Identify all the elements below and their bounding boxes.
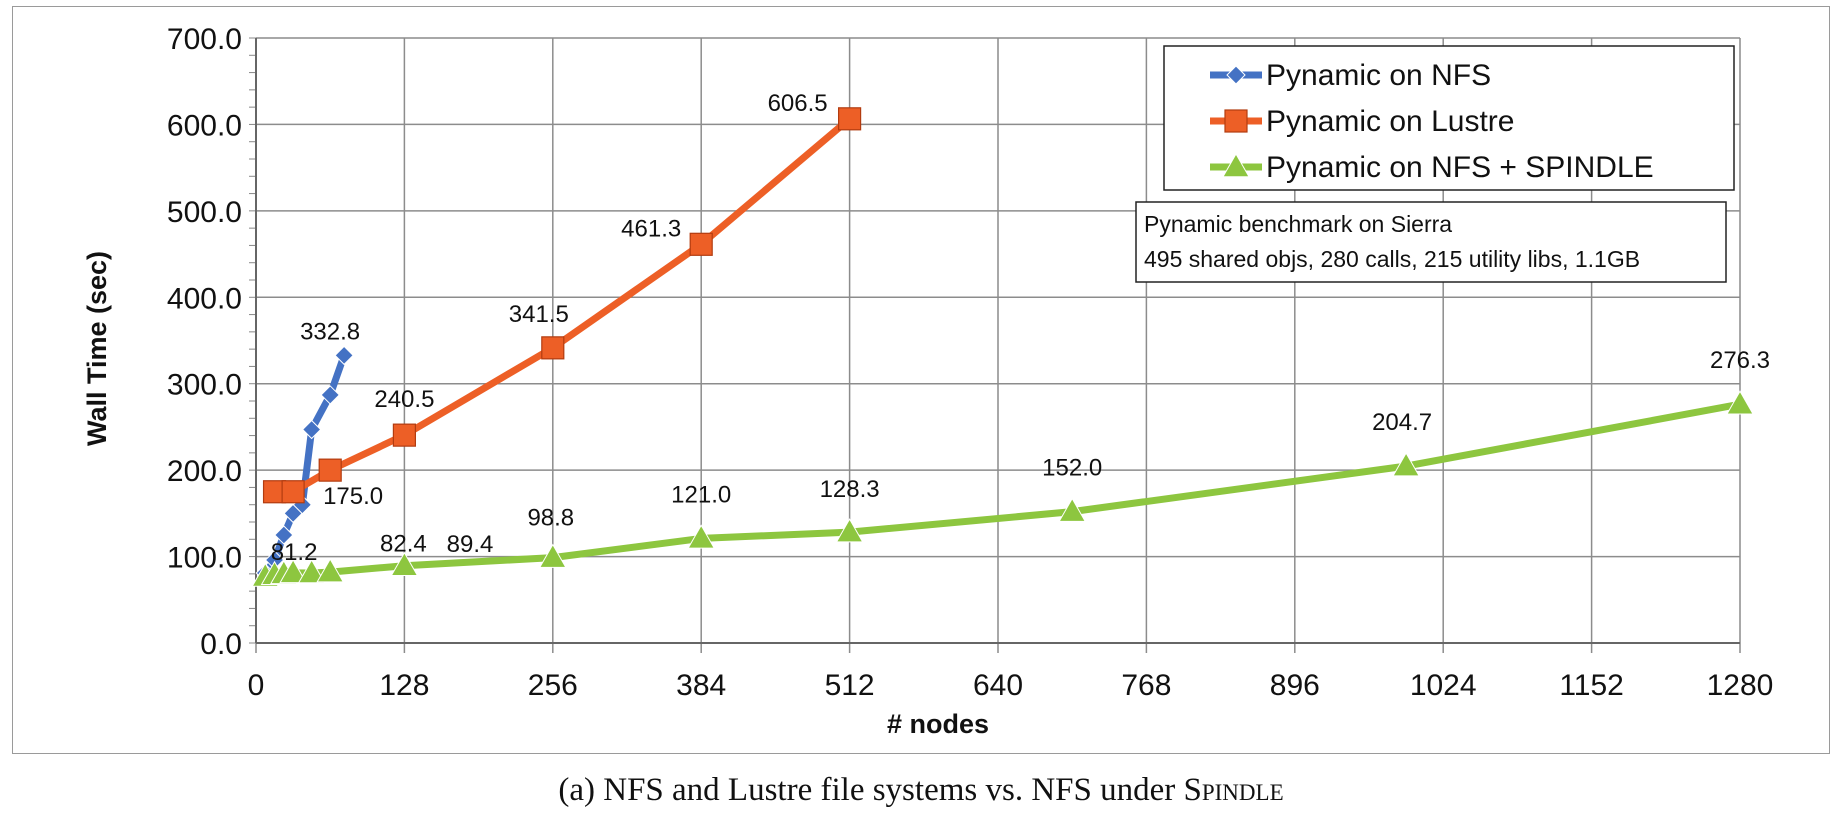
data-point-pynamic-on-nfs-spindle	[1058, 497, 1087, 522]
data-label-pynamic-on-nfs-spindle: 81.2	[271, 539, 318, 566]
y-tick-label: 0.0	[200, 628, 242, 661]
x-tick-label: 1280	[1707, 669, 1774, 702]
data-label-pynamic-on-nfs-spindle: 276.3	[1710, 347, 1770, 374]
data-label-pynamic-on-nfs-spindle: 82.4	[380, 531, 427, 558]
benchmark-note: Pynamic benchmark on Sierra 495 shared ob…	[1135, 201, 1727, 283]
x-tick-label: 0	[248, 669, 265, 702]
data-label-pynamic-on-lustre: 175.0	[323, 483, 383, 510]
data-point-pynamic-on-nfs-spindle	[687, 524, 716, 549]
y-tick-label: 400.0	[167, 282, 242, 315]
data-label-pynamic-on-nfs-spindle: 121.0	[671, 481, 731, 508]
data-label-pynamic-on-nfs: 332.8	[300, 318, 360, 345]
y-axis-title: Wall Time (sec)	[82, 251, 112, 446]
data-point-pynamic-on-nfs	[320, 385, 340, 405]
legend-swatch-marker	[1222, 152, 1250, 178]
data-label-pynamic-on-nfs-spindle: 98.8	[527, 505, 574, 532]
data-label-pynamic-on-nfs-spindle: 204.7	[1372, 409, 1432, 436]
data-point-pynamic-on-lustre	[837, 107, 862, 131]
note-line: Pynamic benchmark on Sierra	[1144, 211, 1452, 237]
data-point-pynamic-on-nfs-spindle	[297, 558, 326, 584]
data-label-pynamic-on-lustre: 606.5	[768, 90, 828, 117]
data-point-pynamic-on-nfs-spindle	[1726, 390, 1754, 415]
data-point-pynamic-on-nfs	[334, 345, 354, 366]
note-line: 495 shared objs, 280 calls, 215 utility …	[1144, 246, 1640, 272]
figure-caption: (a) NFS and Lustre file systems vs. NFS …	[0, 772, 1842, 809]
y-tick-label: 100.0	[167, 542, 242, 575]
data-point-pynamic-on-nfs-spindle	[390, 551, 419, 576]
data-label-pynamic-on-lustre: 461.3	[621, 215, 681, 242]
y-tick-label: 700.0	[167, 23, 242, 56]
x-tick-label: 256	[528, 669, 578, 702]
data-label-pynamic-on-nfs-spindle: 89.4	[447, 531, 494, 558]
x-tick-label: 384	[676, 669, 726, 702]
data-point-pynamic-on-lustre	[281, 480, 305, 504]
legend-item-pynamic-on-nfs-spindle: Pynamic on NFS + SPINDLE	[1266, 151, 1654, 184]
x-axis-title: # nodes	[887, 709, 989, 739]
legend-item-pynamic-on-nfs: Pynamic on NFS	[1266, 59, 1491, 92]
caption-text: (a) NFS and Lustre file systems vs. NFS …	[558, 772, 1184, 808]
data-point-pynamic-on-nfs-spindle	[538, 543, 567, 568]
caption-spindle: Spindle	[1183, 772, 1284, 808]
data-point-pynamic-on-nfs-spindle	[279, 558, 307, 584]
y-tick-label: 300.0	[167, 369, 242, 402]
data-point-pynamic-on-lustre	[541, 336, 565, 360]
series-pynamic-on-lustre: 175.0 240.5 341.5 461.3 606.5	[262, 90, 862, 510]
x-tick-label: 512	[825, 669, 875, 702]
legend-swatch-marker	[1226, 65, 1246, 85]
series-pynamic-on-nfs-spindle: 81.2 82.4 98.8 121.0 128.3 152.0 204.7 276.3 89.…	[251, 347, 1770, 587]
x-tick-label: 896	[1270, 669, 1320, 702]
x-tick-label: 640	[973, 669, 1023, 702]
data-label-pynamic-on-nfs-spindle: 128.3	[820, 476, 880, 503]
data-label-pynamic-on-lustre: 341.5	[509, 301, 569, 328]
legend-item-pynamic-on-lustre: Pynamic on Lustre	[1266, 105, 1514, 138]
legend: Pynamic on NFS Pynamic on Lustre Pynamic o…	[1163, 45, 1735, 191]
data-point-pynamic-on-lustre	[392, 423, 416, 447]
x-tick-label: 768	[1121, 669, 1171, 702]
legend-swatch-marker	[1224, 109, 1248, 133]
data-point-pynamic-on-nfs-spindle	[1392, 452, 1420, 477]
data-label-pynamic-on-nfs-spindle: 152.0	[1042, 455, 1102, 482]
x-tick-label: 128	[379, 669, 429, 702]
y-tick-label: 600.0	[167, 109, 242, 142]
y-tick-label: 200.0	[167, 455, 242, 488]
x-tick-label: 1152	[1559, 669, 1624, 702]
data-point-pynamic-on-lustre	[318, 458, 342, 482]
series-pynamic-on-nfs: 332.8	[255, 318, 360, 583]
note-box	[1135, 201, 1727, 283]
data-label-pynamic-on-lustre: 240.5	[374, 386, 434, 413]
y-tick-label: 500.0	[167, 196, 242, 229]
data-point-pynamic-on-nfs	[274, 525, 294, 545]
line-chart: 0.0 100.0 200.0 300.0 400.0 500.0 600.0 700.0 0 1…	[82, 23, 1774, 739]
data-point-pynamic-on-nfs-spindle	[316, 558, 345, 583]
data-point-pynamic-on-nfs	[301, 419, 322, 440]
x-tick-label: 1024	[1410, 669, 1477, 702]
data-point-pynamic-on-lustre	[689, 232, 713, 256]
data-point-pynamic-on-nfs-spindle	[835, 518, 864, 543]
